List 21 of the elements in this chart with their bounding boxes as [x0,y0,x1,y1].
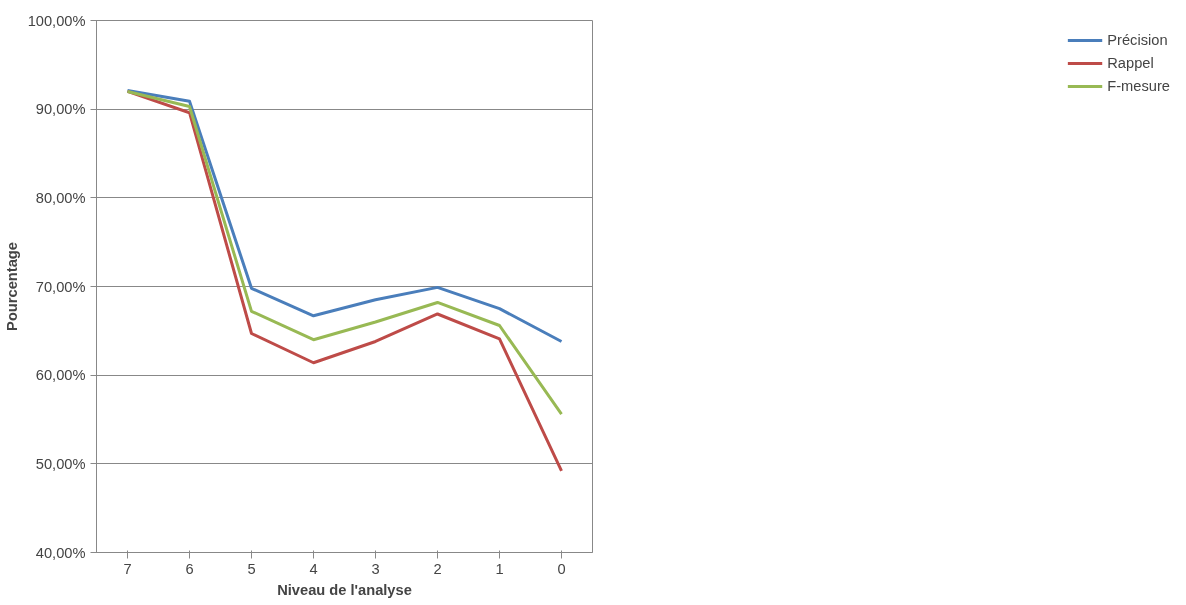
x-tick-label: 6 [185,560,194,577]
legend-label: F-mesure [1107,78,1170,94]
legend-label: Précision [1107,32,1168,48]
x-tick-label: 0 [557,560,566,577]
y-tick-label: 90,00% [35,101,86,118]
x-tick-label: 2 [433,560,442,577]
y-tick-label: 70,00% [35,278,86,295]
legend-label: Rappel [1107,55,1154,71]
y-axis-title: Pourcentage [3,242,20,331]
x-tick-label: 4 [309,560,318,577]
x-tick-label: 3 [371,560,380,577]
y-tick-label: 60,00% [35,367,86,384]
y-tick-label: 100,00% [27,12,86,29]
line-series [126,89,563,343]
y-tick-label: 50,00% [35,455,86,472]
y-tick-label: 40,00% [35,544,86,561]
x-tick-label: 5 [247,560,256,577]
x-tick-label: 1 [495,560,504,577]
x-tick-label: 7 [123,560,132,577]
x-axis-title: Niveau de l'analyse [277,581,412,598]
y-tick-label: 80,00% [35,189,86,206]
